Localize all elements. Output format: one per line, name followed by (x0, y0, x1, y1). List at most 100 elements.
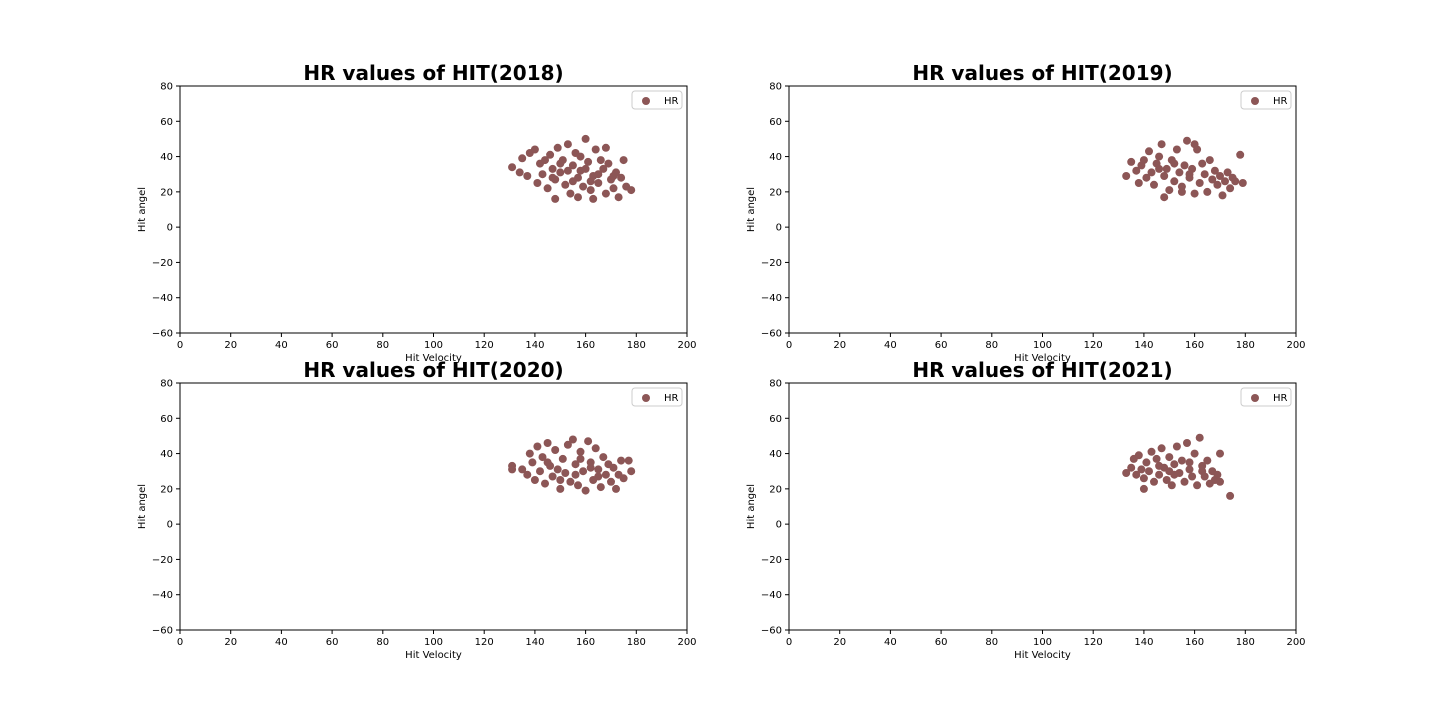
y-tick-label: 40 (769, 449, 782, 460)
x-tick-label: 200 (677, 340, 696, 351)
data-point (561, 180, 570, 189)
x-tick-label: 0 (786, 637, 792, 648)
data-point (556, 159, 565, 168)
data-point (1150, 180, 1158, 189)
data-point (1160, 193, 1169, 202)
data-point (1210, 166, 1219, 175)
data-point (1226, 184, 1235, 193)
data-point (1145, 467, 1153, 476)
data-point (617, 456, 626, 465)
data-point (1172, 145, 1181, 154)
x-tick-label: 180 (627, 637, 646, 648)
data-point (614, 193, 623, 202)
data-point (568, 161, 577, 170)
data-point (1180, 161, 1189, 170)
data-point (1139, 484, 1148, 493)
x-tick-label: 140 (1134, 340, 1153, 351)
data-point (518, 154, 527, 163)
chart-panel-1: HR values of HIT(2018) 0 20 40 60 80 100 120 140… (137, 61, 697, 364)
data-point (508, 163, 517, 172)
data-point (546, 150, 555, 159)
data-point (1203, 456, 1212, 465)
data-point (568, 177, 577, 186)
data-point (536, 467, 544, 476)
y-tick-label: −40 (761, 293, 782, 304)
data-point (538, 453, 547, 462)
legend-label: HR (1273, 393, 1288, 404)
x-tick-label: 200 (1286, 340, 1305, 351)
legend-label: HR (664, 393, 679, 404)
y-tick-label: 0 (776, 223, 782, 234)
y-tick-label: 40 (160, 449, 173, 460)
data-point (596, 483, 605, 492)
data-point (619, 156, 628, 165)
data-point (1122, 469, 1131, 477)
data-point (561, 469, 570, 477)
y-axis-label: Hit angel (137, 484, 148, 529)
y-tick-label: 40 (160, 152, 173, 163)
chart-title: HR values of HIT(2020) (303, 358, 563, 382)
x-tick-label: 0 (177, 340, 183, 351)
x-tick-label: 60 (935, 340, 948, 351)
data-point (556, 168, 565, 177)
data-point (563, 166, 572, 175)
y-tick-label: 20 (769, 484, 782, 495)
data-point (1127, 463, 1136, 472)
x-tick-label: 80 (376, 637, 389, 648)
data-point (1170, 470, 1179, 479)
y-axis-label: Hit angel (746, 484, 757, 529)
data-point (1157, 444, 1166, 453)
legend: HR (631, 387, 683, 407)
data-point (1122, 172, 1131, 180)
x-tick-label: 120 (1084, 637, 1103, 648)
data-point (1155, 164, 1164, 173)
data-point (1203, 187, 1212, 196)
data-point (617, 173, 626, 182)
x-tick-label: 60 (326, 340, 339, 351)
data-point (1172, 442, 1181, 451)
y-axis-label: Hit angel (746, 187, 757, 232)
data-point (553, 465, 562, 474)
data-point (579, 467, 588, 476)
data-point (1155, 152, 1164, 161)
x-tick-label: 200 (677, 637, 696, 648)
data-point (1165, 186, 1174, 195)
data-point (1167, 481, 1176, 490)
data-point (586, 177, 595, 186)
x-tick-label: 140 (525, 340, 544, 351)
data-point (541, 156, 549, 165)
data-point (1147, 447, 1156, 456)
data-point (1216, 449, 1224, 458)
x-tick-label: 60 (935, 637, 948, 648)
x-tick-label: 20 (224, 340, 237, 351)
data-point (548, 173, 557, 182)
data-point (604, 159, 613, 168)
x-tick-label: 140 (1134, 637, 1153, 648)
data-point (624, 456, 633, 465)
x-tick-label: 20 (224, 637, 237, 648)
data-point (1213, 470, 1222, 479)
data-point (1155, 470, 1164, 479)
y-tick-label: 20 (160, 484, 173, 495)
data-point (1150, 477, 1158, 486)
data-point (1205, 156, 1214, 165)
data-point (581, 164, 590, 173)
legend: HR (1240, 387, 1292, 407)
data-point (556, 484, 565, 493)
y-tick-label: 0 (167, 520, 173, 531)
data-point (1183, 136, 1191, 145)
data-point (1147, 168, 1156, 177)
scatter-points (508, 435, 636, 495)
chart-title: HR values of HIT(2019) (912, 61, 1172, 85)
data-point (609, 184, 618, 193)
data-point (574, 193, 582, 202)
x-axis-label: Hit Velocity (1014, 353, 1071, 364)
y-tick-label: 20 (769, 187, 782, 198)
x-tick-label: 160 (1185, 637, 1204, 648)
y-tick-label: 80 (160, 379, 173, 390)
data-point (584, 437, 593, 446)
legend-marker (642, 394, 650, 402)
data-point (1223, 168, 1232, 177)
data-point (571, 460, 580, 469)
chart-title: HR values of HIT(2018) (303, 61, 563, 85)
